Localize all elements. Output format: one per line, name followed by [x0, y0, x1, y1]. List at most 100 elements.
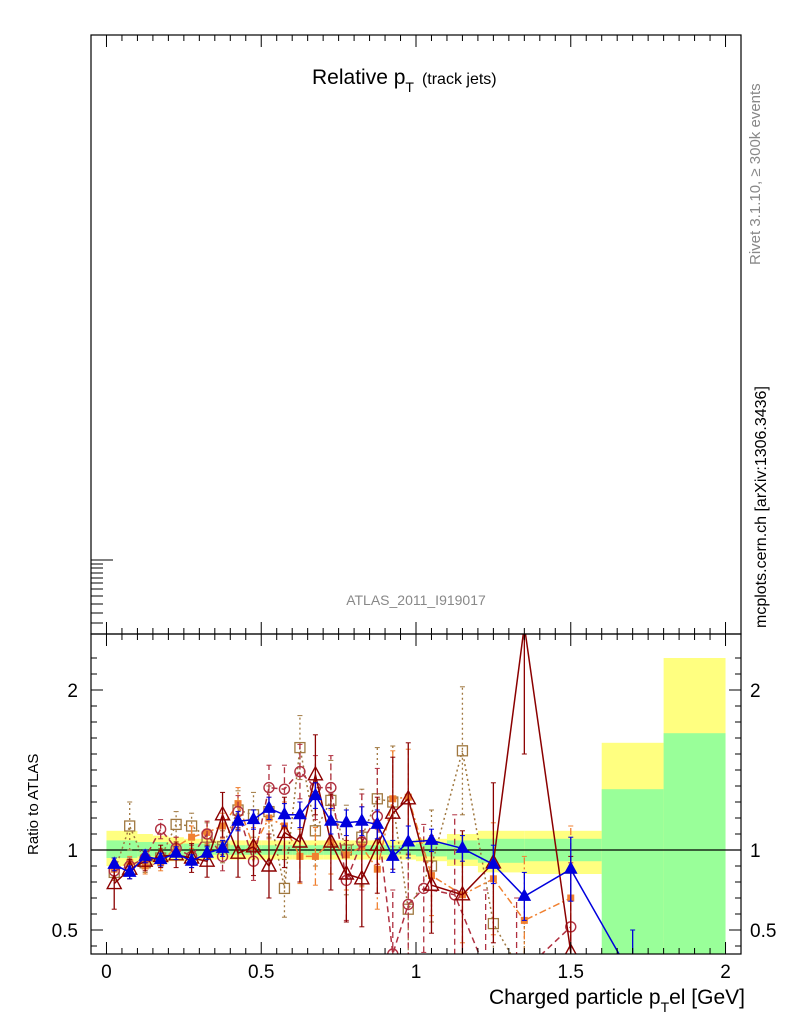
y-tick-label: 2 [67, 681, 78, 702]
upper-title-tail: (track jets) [422, 71, 497, 88]
data-point [353, 869, 371, 885]
data-point [512, 973, 522, 983]
upper-title-main: Relative p [312, 66, 405, 89]
data-point [188, 833, 196, 841]
data-point [122, 864, 137, 877]
upper-title: Relative pT (track jets) [312, 66, 497, 95]
data-point [229, 843, 247, 859]
x-axis-label-tail: el [GeV] [669, 986, 745, 1009]
data-point [262, 800, 276, 813]
x-axis-label-main: Charged particle p [489, 986, 661, 1009]
x-axis-label: Charged particle pTel [GeV] [489, 986, 745, 1015]
data-point [338, 864, 355, 880]
data-point [481, 965, 491, 975]
data-point [124, 820, 136, 832]
upper-title-sub: T [405, 79, 414, 95]
data-point [402, 898, 414, 911]
data-point [354, 813, 369, 826]
band-inner [663, 733, 726, 954]
data-point [307, 765, 324, 781]
data-point [324, 813, 338, 826]
upper-panel-ticks [91, 35, 727, 634]
data-point [385, 848, 400, 861]
x-tick-label: 1.5 [558, 962, 584, 983]
data-point [278, 783, 291, 795]
data-point [454, 885, 471, 901]
ratio-axes: 0 0.5 1 1.5 2 0.5 0.5 1 1 2 2 [52, 634, 776, 983]
series-triangle-open [106, 634, 577, 954]
data-point [294, 765, 306, 778]
x-tick-label: 0.5 [248, 962, 274, 983]
band-inner [477, 838, 525, 863]
data-point [291, 832, 309, 848]
x-axis-label-sub: T [661, 999, 670, 1015]
data-point [486, 856, 501, 869]
x-tick-label: 2 [720, 962, 731, 983]
data-point [517, 888, 532, 901]
band-inner [601, 789, 664, 954]
uncertainty-bands [106, 658, 726, 954]
data-point [198, 851, 216, 867]
data-point [311, 852, 319, 860]
y-tick-label-right: 0.5 [750, 921, 776, 942]
data-point [308, 787, 323, 801]
data-point [370, 816, 385, 829]
x-tick-label: 1 [411, 962, 422, 983]
series-triangle-filled [107, 782, 639, 982]
data-point [215, 840, 230, 853]
data-point [293, 806, 307, 820]
data-point [184, 853, 199, 866]
data-point [400, 789, 417, 805]
data-point [325, 781, 337, 794]
data-point [519, 973, 529, 983]
data-point [627, 971, 639, 982]
series-line [113, 770, 572, 954]
band-inner [106, 840, 122, 858]
data-point [424, 832, 439, 845]
ratio-plot-area [91, 634, 741, 983]
data-point [169, 845, 183, 858]
data-point [170, 818, 182, 831]
data-point [294, 741, 306, 754]
data-point [107, 856, 122, 869]
upper-panel-frame [90, 34, 742, 635]
data-point [564, 942, 577, 954]
data-point [456, 745, 469, 757]
rivet-label: Rivet 3.1.10, ≥ 300k events [747, 83, 764, 265]
data-point [423, 875, 440, 891]
series-line [113, 634, 572, 953]
ratio-ylabel: Ratio to ATLAS [25, 754, 42, 855]
series-circle-open [108, 743, 577, 983]
x-tick-label: 0 [101, 962, 112, 983]
data-point [138, 848, 153, 861]
data-point [276, 822, 293, 839]
data-point [106, 874, 123, 890]
data-point [214, 805, 231, 821]
analysis-id: ATLAS_2011_I919017 [346, 592, 486, 608]
y-tick-label: 1 [67, 841, 78, 862]
data-point [263, 781, 275, 794]
data-point [339, 814, 354, 828]
data-point [278, 882, 291, 895]
y-tick-label: 0.5 [52, 921, 78, 942]
y-tick-label-right: 2 [750, 681, 761, 702]
data-point [231, 813, 245, 826]
data-point [322, 832, 340, 848]
data-point [200, 845, 214, 858]
data-point [369, 835, 386, 851]
data-point [245, 837, 262, 853]
data-point [154, 823, 167, 835]
data-point [563, 861, 578, 874]
data-point [153, 851, 168, 865]
data-point [277, 806, 292, 820]
data-point [455, 840, 470, 853]
data-point [384, 803, 401, 819]
data-point [387, 948, 399, 954]
data-point [201, 828, 213, 840]
data-point [246, 811, 261, 825]
data-point [418, 882, 430, 895]
data-point [260, 856, 278, 872]
y-tick-label-right: 1 [750, 841, 761, 862]
series-layer [106, 634, 639, 983]
